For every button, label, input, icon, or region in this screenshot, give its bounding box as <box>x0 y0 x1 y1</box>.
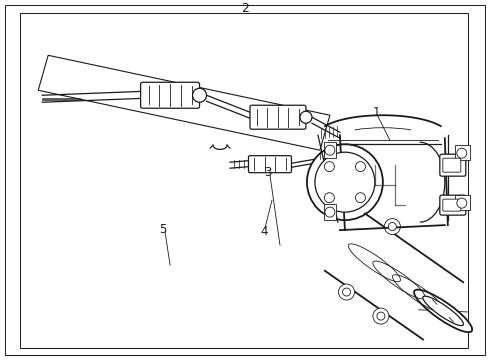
Circle shape <box>389 222 396 230</box>
Circle shape <box>384 219 400 235</box>
Circle shape <box>373 308 389 324</box>
Polygon shape <box>324 204 336 220</box>
Circle shape <box>355 193 366 203</box>
Circle shape <box>343 288 350 296</box>
Circle shape <box>324 193 334 203</box>
Circle shape <box>457 148 467 158</box>
Polygon shape <box>455 195 470 210</box>
Circle shape <box>300 111 312 123</box>
Circle shape <box>339 284 355 300</box>
Circle shape <box>315 152 375 212</box>
FancyBboxPatch shape <box>248 156 292 173</box>
Circle shape <box>193 88 207 102</box>
Text: 2: 2 <box>241 2 249 15</box>
FancyBboxPatch shape <box>440 154 466 176</box>
Polygon shape <box>455 145 470 160</box>
Text: 3: 3 <box>264 166 271 179</box>
Circle shape <box>377 312 385 320</box>
Text: 5: 5 <box>159 222 167 236</box>
Circle shape <box>307 144 383 220</box>
FancyBboxPatch shape <box>250 105 306 129</box>
FancyBboxPatch shape <box>443 199 461 211</box>
FancyBboxPatch shape <box>443 158 461 172</box>
Circle shape <box>325 207 335 217</box>
Ellipse shape <box>414 289 472 332</box>
Text: 1: 1 <box>373 106 381 119</box>
FancyBboxPatch shape <box>440 195 466 215</box>
Circle shape <box>325 145 335 155</box>
Circle shape <box>324 162 334 172</box>
Circle shape <box>355 162 366 172</box>
Polygon shape <box>38 55 330 150</box>
Circle shape <box>457 198 467 208</box>
Polygon shape <box>324 142 336 158</box>
Ellipse shape <box>423 296 464 326</box>
Text: 4: 4 <box>260 225 268 238</box>
FancyBboxPatch shape <box>141 82 199 108</box>
